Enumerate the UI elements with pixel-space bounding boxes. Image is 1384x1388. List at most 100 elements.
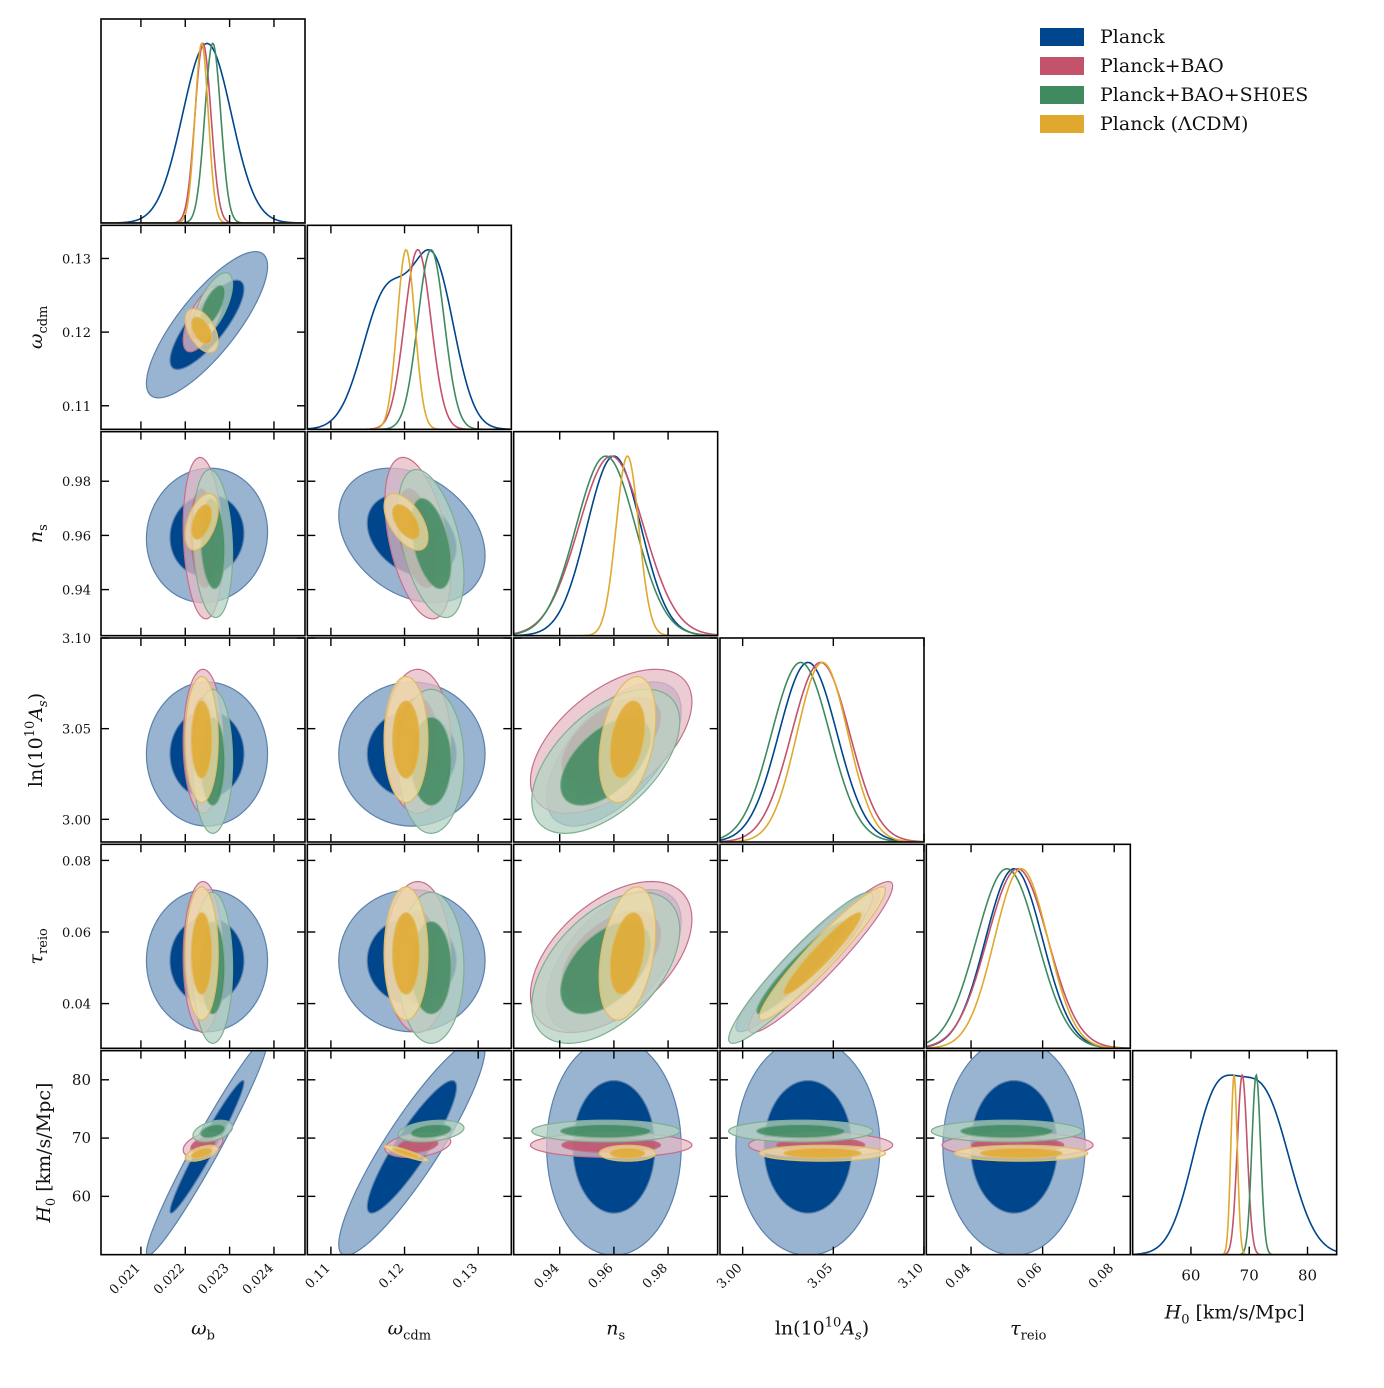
- panel-lnAs-tau: [728, 880, 894, 1044]
- panel-ns-H0: [529, 1050, 693, 1255]
- axis-label-tau: τreio: [1010, 1318, 1047, 1344]
- contour-68-2: [559, 1123, 652, 1139]
- legend: Planck Planck+BAO Planck+BAO+SH0ES Planc…: [1040, 22, 1308, 138]
- legend-item: Planck: [1040, 22, 1308, 51]
- marginal-curve-ns-0: [513, 455, 718, 636]
- panel-frame-5-5: [1131, 1049, 1338, 1256]
- legend-swatch-planck: [1040, 27, 1084, 46]
- marginal-curve-wb-3: [101, 42, 305, 223]
- y-tick-label: 0.04: [62, 998, 91, 1013]
- y-tick-label: 0.96: [62, 529, 91, 544]
- x-tick-label: 0.13: [450, 1261, 481, 1292]
- panel-wcdm-lnAs: [338, 668, 486, 834]
- marginal-curve-H0-2: [1132, 1073, 1337, 1255]
- panel-wcdm-ns: [338, 456, 486, 620]
- diag-panel-H0: [1132, 1073, 1337, 1255]
- contour-68-2: [960, 1123, 1054, 1139]
- axis-label-tau: τreio: [25, 928, 51, 965]
- y-tick-label: 0.98: [62, 475, 91, 490]
- contour-68-3: [392, 912, 421, 995]
- y-tick-label: 3.10: [62, 632, 91, 647]
- x-tick-label: 70: [1240, 1267, 1259, 1285]
- legend-label: Planck (ΛCDM): [1100, 112, 1249, 135]
- x-tick-label: 3.00: [714, 1261, 745, 1292]
- y-tick-label: 0.13: [62, 252, 91, 267]
- panel-frame-4-1: [306, 843, 513, 1050]
- panel-frame-5-4: [925, 1049, 1132, 1256]
- panel-wb-tau: [145, 880, 269, 1044]
- legend-item: Planck+BAO: [1040, 51, 1308, 80]
- y-tick-label: 0.94: [62, 584, 91, 599]
- axis-label-H0: H0 [km/s/Mpc]: [1164, 1302, 1305, 1328]
- marginal-curve-lnAs-1: [719, 661, 924, 842]
- x-tick-label: 0.021: [107, 1261, 144, 1298]
- x-tick-label: 0.024: [240, 1261, 277, 1298]
- axis-label-wcdm: ωcdm: [25, 306, 51, 349]
- marginal-curve-wcdm-2: [307, 248, 512, 430]
- panel-frame-2-2: [512, 430, 719, 637]
- contour-68-3: [190, 504, 213, 540]
- legend-label: Planck+BAO+SH0ES: [1100, 83, 1309, 106]
- y-tick-label: 70: [72, 1129, 91, 1147]
- contour-68-2: [756, 1123, 846, 1139]
- panel-tau-H0: [930, 1050, 1094, 1255]
- marginal-curve-H0-0: [1132, 1074, 1337, 1255]
- marginal-curve-H0-1: [1132, 1073, 1337, 1255]
- marginal-curve-tau-3: [926, 867, 1131, 1049]
- diag-panel-wcdm: [307, 248, 512, 430]
- diag-panel-lnAs: [719, 661, 924, 842]
- panel-wcdm-tau: [338, 880, 486, 1044]
- panel-lnAs-H0: [727, 1050, 894, 1255]
- marginal-curve-wcdm-1: [307, 249, 512, 430]
- marginal-curve-lnAs-0: [719, 661, 924, 842]
- x-tick-label: 0.96: [586, 1261, 617, 1292]
- axis-label-wb: ωb: [191, 1318, 215, 1344]
- panel-frame-4-0: [100, 843, 306, 1050]
- contour-68-3: [609, 912, 646, 995]
- marginal-curve-ns-2: [513, 455, 718, 636]
- panel-frame-1-0: [100, 224, 306, 431]
- contour-68-3: [979, 1147, 1063, 1159]
- axis-label-ns: ns: [25, 524, 51, 543]
- contour-68-3: [391, 1147, 421, 1159]
- axis-label-lnAs: ln(1010As): [775, 1316, 869, 1344]
- diag-panel-wb: [101, 42, 305, 223]
- panel-frame-5-2: [512, 1049, 719, 1256]
- panel-frame-4-4: [925, 843, 1132, 1050]
- x-tick-label: 0.94: [531, 1261, 562, 1292]
- y-tick-label: 80: [72, 1071, 91, 1089]
- contour-68-3: [392, 700, 421, 779]
- contour-68-3: [190, 912, 213, 995]
- panel-frame-5-1: [306, 1049, 513, 1256]
- marginal-curve-lnAs-3: [719, 661, 924, 842]
- y-tick-label: 0.11: [62, 400, 91, 415]
- contour-68-3: [190, 316, 213, 345]
- axis-label-wcdm: ωcdm: [388, 1318, 431, 1344]
- panel-frame-3-3: [719, 637, 925, 843]
- panel-frame-4-3: [719, 843, 925, 1050]
- panel-frame-5-3: [719, 1049, 925, 1256]
- marginal-curve-lnAs-2: [719, 661, 924, 842]
- y-tick-label: 60: [72, 1187, 91, 1205]
- contour-68-3: [609, 1147, 646, 1159]
- legend-item: Planck+BAO+SH0ES: [1040, 80, 1308, 109]
- x-tick-label: 80: [1298, 1267, 1317, 1285]
- contour-68-3: [783, 912, 862, 995]
- legend-label: Planck: [1100, 25, 1165, 48]
- x-tick-label: 0.12: [376, 1261, 407, 1292]
- marginal-curve-wb-1: [101, 42, 305, 223]
- contour-68-3: [190, 700, 213, 779]
- x-tick-label: 0.98: [640, 1261, 671, 1292]
- marginal-curve-ns-3: [513, 455, 718, 636]
- panel-wcdm-H0: [338, 1050, 486, 1255]
- legend-swatch-planck-bao: [1040, 56, 1084, 75]
- y-tick-label: 3.05: [62, 723, 91, 738]
- x-tick-label: 0.08: [1086, 1261, 1117, 1292]
- y-tick-label: 0.06: [62, 926, 91, 941]
- x-tick-label: 0.04: [943, 1261, 974, 1292]
- panel-frame-3-1: [306, 637, 513, 843]
- panel-frame-2-0: [100, 430, 306, 637]
- contour-68-3: [609, 700, 646, 779]
